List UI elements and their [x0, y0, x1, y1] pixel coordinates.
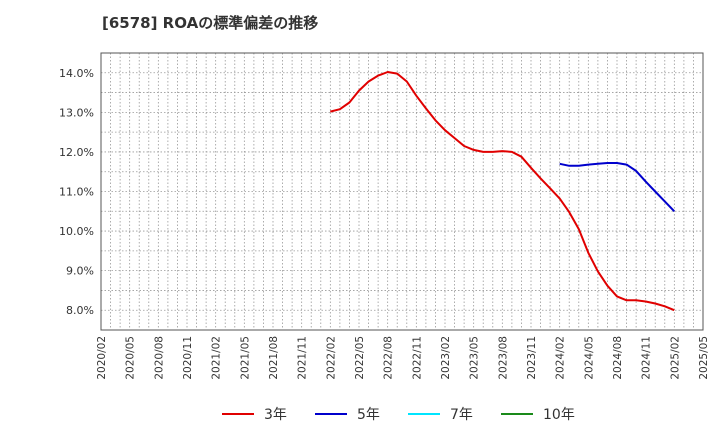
x-tick-label: 2022/11: [411, 336, 423, 380]
x-tick-label: 2025/02: [669, 336, 681, 380]
legend-label: 10年: [543, 407, 575, 423]
legend-label: 3年: [264, 407, 287, 423]
x-tick-label: 2021/11: [297, 336, 309, 380]
x-tick-label: 2020/08: [153, 336, 165, 380]
x-tick-label: 2023/11: [526, 336, 538, 380]
x-tick-label: 2023/08: [497, 336, 509, 380]
series-line-3年: [330, 71, 675, 312]
x-tick-label: 2020/05: [125, 336, 137, 380]
x-tick-label: 2023/05: [469, 336, 481, 380]
series-line-5年: [559, 162, 676, 212]
x-tick-label: 2024/08: [612, 336, 624, 380]
y-tick-label: 8.0%: [66, 304, 94, 317]
x-tick-label: 2023/02: [440, 336, 452, 380]
x-tick-label: 2024/05: [583, 336, 595, 380]
x-tick-label: 2021/08: [268, 336, 280, 380]
y-axis: 8.0% 9.0% 10.0% 11.0% 12.0% 13.0% 14.0%: [59, 67, 94, 317]
y-tick-label: 10.0%: [59, 225, 94, 238]
series-layer: [330, 71, 676, 312]
x-tick-label: 2022/05: [354, 336, 366, 380]
plot-area: [100, 52, 704, 331]
x-tick-label: 2024/11: [641, 336, 653, 380]
y-tick-label: 9.0%: [66, 265, 94, 278]
legend-label: 5年: [357, 407, 380, 423]
x-tick-label: 2022/08: [383, 336, 395, 380]
x-tick-label: 2022/02: [325, 336, 337, 380]
x-tick-label: 2020/02: [96, 336, 108, 380]
x-tick-label: 2025/05: [698, 336, 710, 380]
x-tick-label: 2020/11: [182, 336, 194, 380]
x-tick-label: 2021/05: [239, 336, 251, 380]
legend-label: 7年: [450, 407, 473, 423]
x-tick-label: 2021/02: [211, 336, 223, 380]
x-axis: 2020/02 2020/05 2020/08 2020/11 2021/02 2021/…: [96, 336, 710, 380]
x-tick-label: 2024/02: [555, 336, 567, 380]
y-tick-label: 13.0%: [59, 106, 94, 119]
y-tick-label: 14.0%: [59, 67, 94, 80]
chart-title: [6578] ROAの標準偏差の推移: [102, 14, 319, 32]
legend: 3年 5年 7年 10年: [222, 407, 575, 423]
grid-layer: [101, 53, 703, 330]
y-tick-label: 11.0%: [59, 186, 94, 199]
y-tick-label: 12.0%: [59, 146, 94, 159]
